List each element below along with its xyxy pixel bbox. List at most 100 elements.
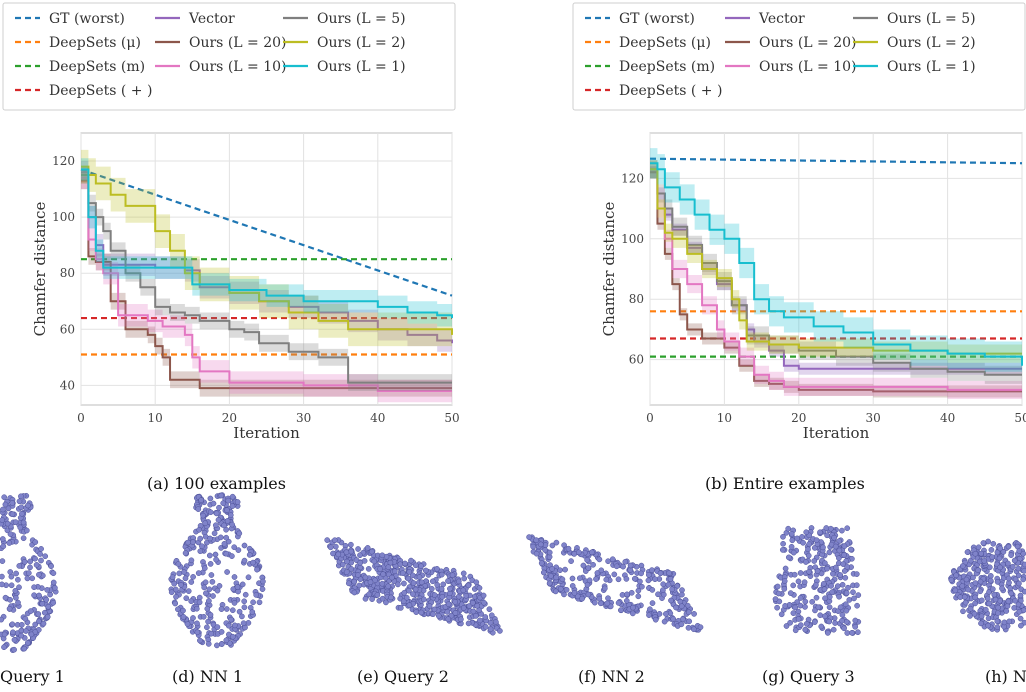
point [20, 519, 27, 526]
point [1006, 618, 1013, 625]
point [990, 540, 997, 547]
point [374, 592, 381, 598]
point [832, 543, 839, 550]
point [241, 542, 248, 549]
point [586, 577, 593, 584]
legend-label: Ours (L = 5) [317, 11, 406, 27]
point [988, 547, 995, 553]
point [846, 597, 853, 603]
point [553, 574, 559, 581]
point [830, 626, 837, 633]
point [23, 527, 30, 534]
legend-label: DeepSets (m) [619, 59, 715, 75]
point [371, 558, 378, 565]
point [330, 550, 336, 557]
point [208, 572, 215, 578]
point [365, 566, 372, 572]
point [817, 529, 823, 536]
point [324, 537, 331, 543]
x-tick-label: 20 [222, 411, 237, 425]
point [1004, 603, 1011, 609]
y-tick-label: 60 [60, 322, 75, 336]
point [351, 589, 358, 596]
point [646, 612, 652, 618]
caption-pc-5: (g) Query 3 [762, 667, 855, 686]
point [1020, 576, 1026, 583]
point [36, 571, 42, 578]
point [231, 622, 238, 629]
point [1000, 549, 1007, 555]
point [994, 624, 1001, 631]
point [661, 618, 668, 625]
x-tick-label: 10 [717, 411, 732, 425]
y-tick-label: 100 [52, 210, 75, 224]
point [809, 598, 816, 605]
point [652, 616, 659, 623]
legend-box [572, 2, 1026, 111]
point [598, 567, 605, 574]
point [822, 613, 828, 620]
point [482, 623, 489, 630]
point [227, 512, 234, 518]
point [818, 623, 825, 630]
point [1021, 561, 1026, 568]
point [806, 568, 812, 575]
point [660, 587, 666, 593]
point [37, 551, 43, 557]
point [986, 600, 992, 607]
point [790, 582, 797, 589]
point [580, 562, 587, 569]
point [649, 567, 655, 573]
point [362, 595, 369, 602]
point [852, 623, 859, 630]
point [797, 595, 804, 601]
point [6, 540, 13, 546]
point [853, 582, 860, 589]
point [795, 578, 802, 585]
point [805, 552, 812, 559]
point [406, 569, 413, 575]
legend-label: Ours (L = 1) [887, 59, 976, 75]
point [841, 552, 847, 558]
point [645, 572, 652, 578]
point [348, 541, 354, 548]
point [355, 546, 361, 552]
point [9, 500, 16, 506]
point [571, 590, 578, 596]
point [685, 624, 692, 631]
point [790, 549, 797, 556]
point [188, 579, 195, 585]
series-line [649, 157, 1023, 165]
y-tick-label: 80 [60, 266, 75, 280]
legend-label: Ours (L = 10) [189, 59, 287, 75]
point [231, 600, 238, 606]
series-line [81, 174, 452, 384]
point [36, 618, 42, 625]
point [245, 574, 252, 581]
point [50, 579, 57, 586]
point [844, 630, 851, 636]
point [176, 570, 183, 577]
point [1003, 608, 1010, 614]
x-tick-label: 20 [791, 411, 806, 425]
point [405, 575, 412, 582]
point [792, 604, 799, 611]
point [850, 589, 856, 596]
point [332, 543, 339, 550]
point [611, 571, 618, 578]
point [198, 497, 205, 503]
point [461, 575, 468, 582]
point [223, 550, 230, 557]
point [397, 605, 404, 611]
point [824, 565, 830, 572]
point [207, 495, 214, 502]
point [960, 608, 966, 615]
point [0, 517, 6, 523]
point [615, 600, 622, 606]
point [410, 580, 417, 586]
point [604, 600, 611, 607]
series-band [650, 160, 1022, 363]
point [38, 557, 44, 564]
point [220, 500, 227, 507]
point [195, 570, 202, 576]
